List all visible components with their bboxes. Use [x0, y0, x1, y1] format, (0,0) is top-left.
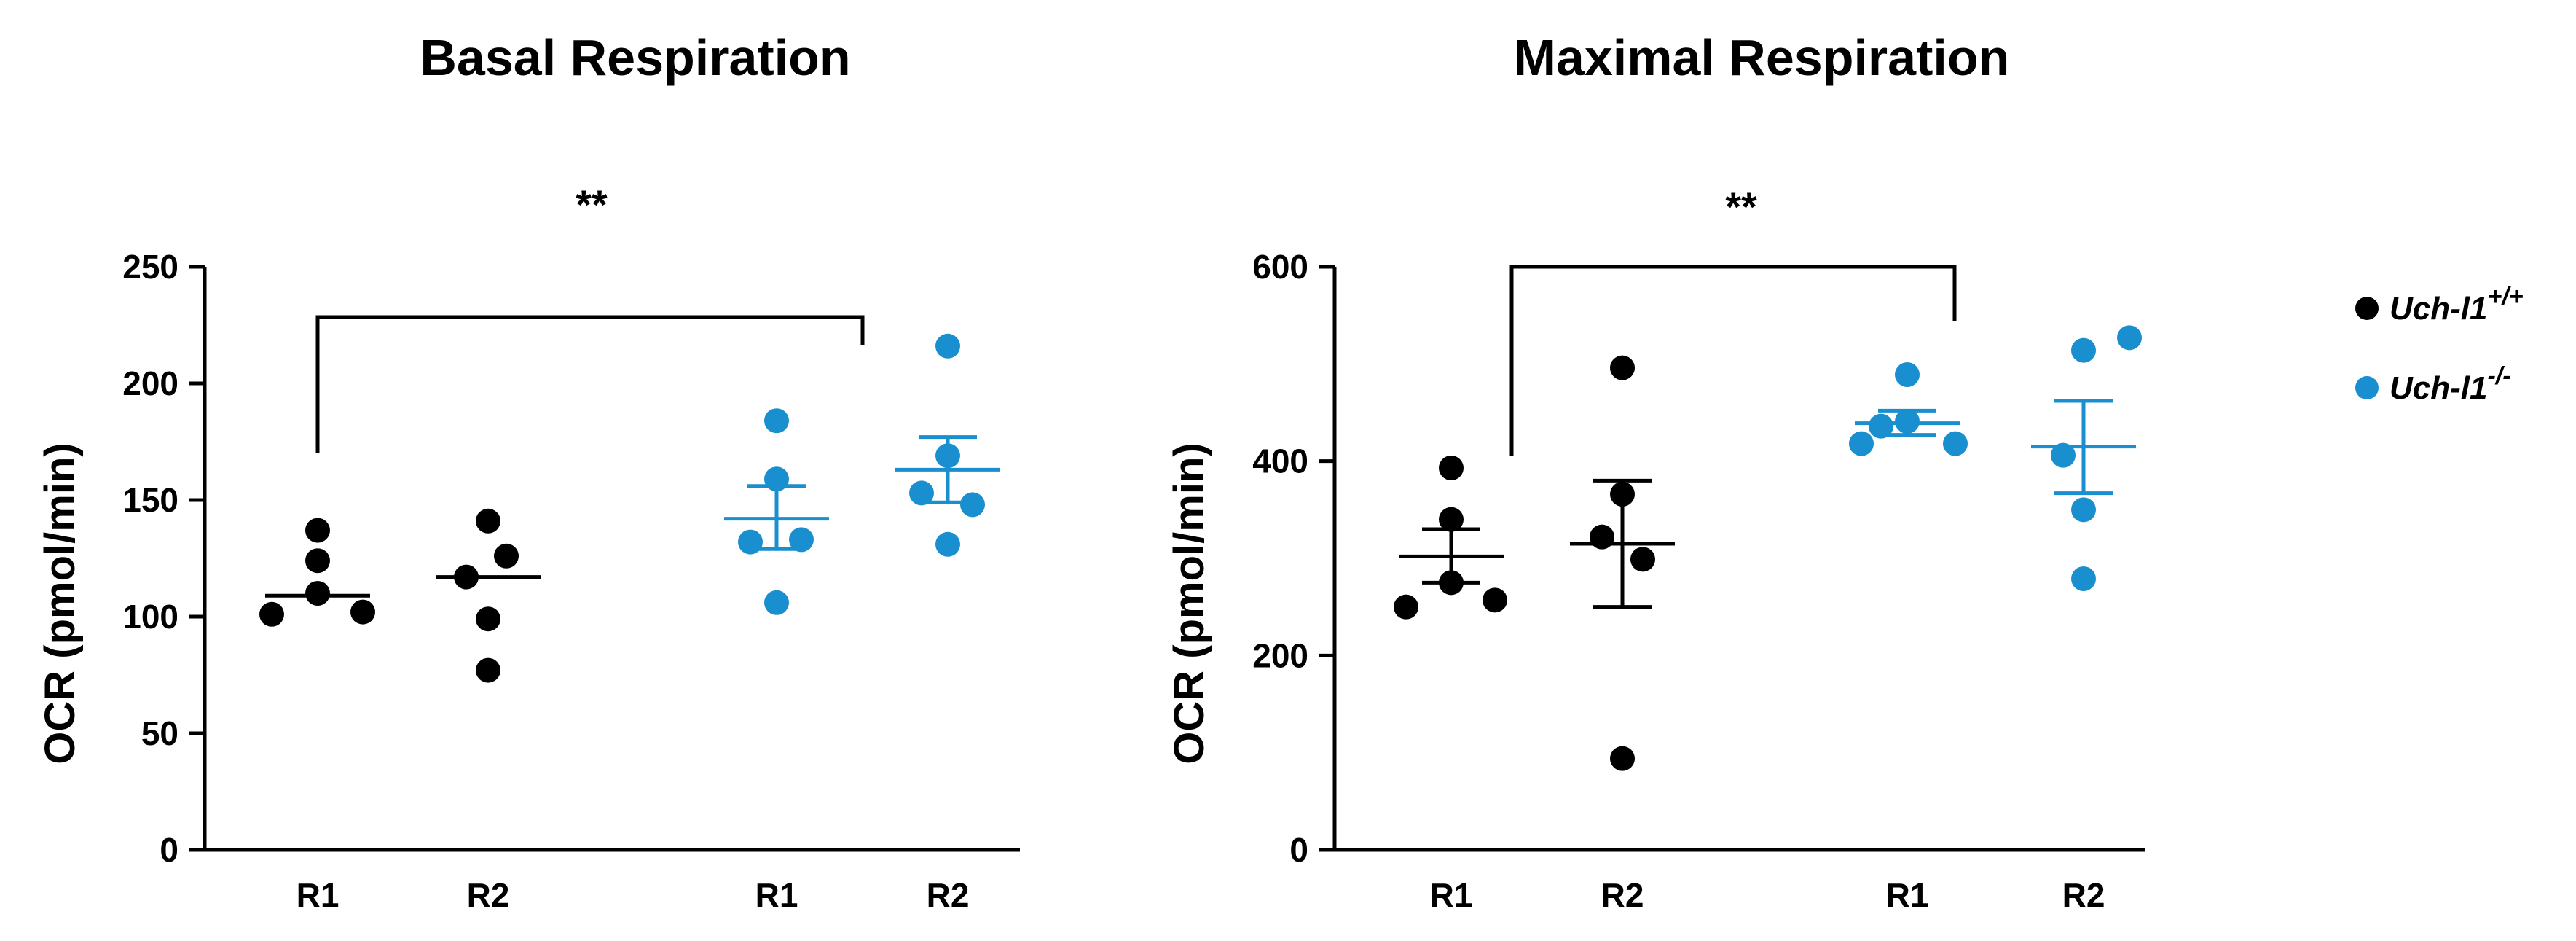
- legend-marker: [2355, 376, 2379, 399]
- data-point: [494, 543, 519, 569]
- data-point: [2117, 325, 2142, 351]
- significance-bracket: [1509, 265, 1957, 456]
- data-point: [935, 443, 960, 469]
- y-tick-label: 0: [160, 831, 178, 869]
- data-point: [305, 548, 330, 574]
- data-point: [454, 564, 479, 590]
- legend-marker: [2355, 297, 2379, 320]
- data-point: [1439, 570, 1464, 596]
- chart-title: Basal Respiration: [420, 29, 850, 86]
- data-point: [960, 492, 985, 518]
- data-point: [1849, 431, 1874, 456]
- data-point: [1394, 594, 1418, 620]
- data-point: [2071, 337, 2096, 363]
- data-point: [764, 408, 789, 434]
- x-tick-label: R2: [467, 876, 510, 914]
- data-point: [1869, 413, 1893, 439]
- significance-label: **: [576, 181, 608, 227]
- x-tick-label: R2: [927, 876, 970, 914]
- legend-item-knockout: Uch-l1-/-: [2355, 362, 2511, 406]
- data-point: [476, 657, 500, 683]
- data-point: [1590, 524, 1614, 550]
- y-tick-label: 250: [122, 248, 178, 286]
- data-point: [1895, 362, 1920, 387]
- x-tick-label: R1: [755, 876, 798, 914]
- data-point: [259, 601, 284, 627]
- y-tick-label: 600: [1252, 248, 1308, 286]
- data-point: [350, 599, 375, 625]
- data-point: [738, 529, 763, 555]
- data-point: [1610, 482, 1635, 507]
- data-point: [476, 606, 500, 632]
- data-point: [2051, 442, 2076, 468]
- significance-bracket: [315, 315, 865, 453]
- y-tick-label: 0: [1289, 831, 1308, 869]
- data-point: [1610, 355, 1635, 380]
- data-point: [764, 590, 789, 615]
- significance-label: **: [1725, 184, 1757, 230]
- maximal-respiration-panel: Maximal Respiration OCR (pmol/min) ** 0 2…: [1166, 29, 2145, 914]
- data-point: [909, 480, 934, 506]
- data-marks: [259, 333, 1000, 683]
- x-tick-label: R2: [2062, 876, 2105, 914]
- data-point: [1439, 456, 1464, 480]
- data-point: [1439, 507, 1464, 532]
- axes: 0 50 100 150 200 250 R1 R2 R1 R2: [122, 248, 1020, 914]
- y-tick-label: 200: [1252, 636, 1308, 674]
- data-point: [2071, 566, 2096, 591]
- chart-title: Maximal Respiration: [1514, 29, 2010, 86]
- x-tick-label: R2: [1601, 876, 1644, 914]
- legend-label: Uch-l1+/+: [2390, 283, 2524, 327]
- y-tick-label: 400: [1252, 442, 1308, 480]
- data-point: [1630, 547, 1655, 572]
- data-point: [2071, 497, 2096, 523]
- y-tick-label: 100: [122, 598, 178, 636]
- y-tick-label: 200: [122, 364, 178, 402]
- y-axis-label: OCR (pmol/min): [1166, 442, 1213, 764]
- y-tick-label: 150: [122, 481, 178, 519]
- legend-item-wildtype: Uch-l1+/+: [2355, 283, 2524, 327]
- data-point: [1895, 409, 1920, 434]
- basal-respiration-panel: Basal Respiration OCR (pmol/min) ** 0 50 1…: [36, 29, 1020, 914]
- data-point: [935, 531, 960, 557]
- y-tick-label: 50: [141, 714, 178, 752]
- legend-label: Uch-l1-/-: [2390, 362, 2511, 406]
- y-axis-label: OCR (pmol/min): [36, 442, 84, 764]
- data-marks: [1394, 325, 2142, 771]
- x-tick-label: R1: [1886, 876, 1929, 914]
- data-point: [476, 508, 500, 534]
- data-point: [1483, 587, 1507, 613]
- data-point: [1943, 431, 1968, 456]
- data-point: [935, 333, 960, 359]
- data-point: [305, 581, 330, 606]
- data-point: [764, 466, 789, 492]
- x-tick-label: R1: [297, 876, 339, 914]
- data-point: [305, 518, 330, 543]
- x-tick-label: R1: [1430, 876, 1473, 914]
- data-point: [1610, 746, 1635, 771]
- data-point: [789, 527, 814, 553]
- axes: 0 200 400 600 R1 R2 R1 R2: [1252, 248, 2145, 914]
- legend: Uch-l1+/+ Uch-l1-/-: [2355, 283, 2524, 406]
